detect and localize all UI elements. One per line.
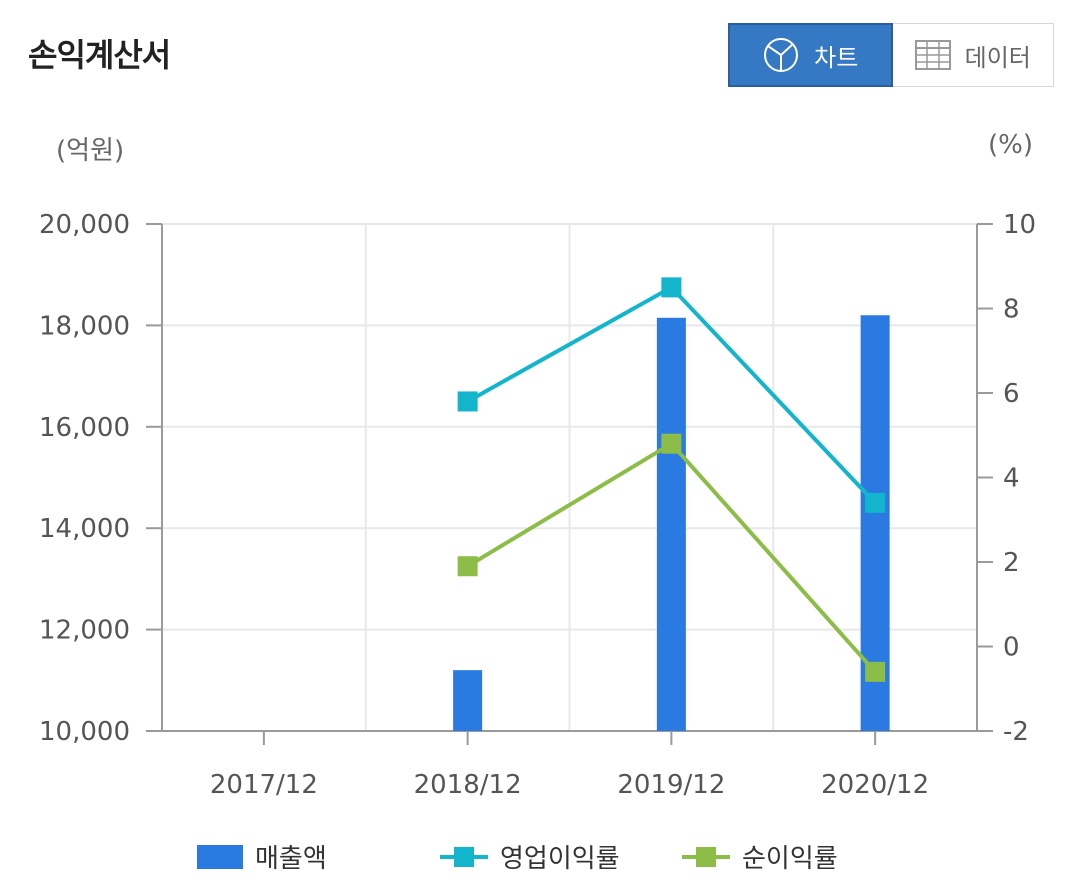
y-tick-label-left: 16,000 [39, 413, 130, 443]
x-tick-label: 2019/12 [617, 770, 725, 800]
chart-view-label: 차트 [814, 43, 859, 72]
left-axis-unit: (억원) [56, 136, 125, 166]
y-tick-label-left: 12,000 [39, 616, 130, 646]
y-tick-label-right: 2 [1003, 548, 1020, 578]
x-tick-label: 2020/12 [821, 770, 929, 800]
legend-line-swatch [440, 846, 488, 867]
view-toggle: 차트 데이터 [728, 23, 1054, 87]
y-tick-label-left: 14,000 [39, 514, 130, 544]
legend-item-net-margin[interactable]: 순이익률 [682, 838, 838, 875]
x-tick-label: 2018/12 [414, 770, 522, 800]
y-tick-label-right: 4 [1003, 464, 1020, 494]
point-net-margin [865, 661, 886, 682]
legend-label: 영업이익률 [500, 844, 620, 874]
y-tick-label-left: 18,000 [39, 311, 130, 341]
y-tick-label-right: 8 [1003, 295, 1020, 325]
y-tick-label-right: 0 [1003, 633, 1020, 663]
chart-view-button[interactable]: 차트 [728, 23, 893, 87]
legend-bar-swatch [197, 844, 243, 869]
point-net-margin [661, 433, 682, 454]
table-icon [914, 40, 951, 70]
x-tick-label: 2017/12 [210, 770, 318, 800]
y-tick-label-right: 6 [1003, 379, 1020, 409]
legend: 매출액 영업이익률 순이익률 [0, 838, 1080, 878]
y-tick-label-left: 20,000 [39, 210, 130, 240]
page-title: 손익계산서 [28, 36, 171, 74]
pie-chart-icon [762, 36, 800, 74]
y-tick-label-right: -2 [1003, 717, 1029, 747]
data-view-button[interactable]: 데이터 [892, 24, 1053, 86]
y-tick-label-left: 10,000 [39, 717, 130, 747]
point-op-margin [457, 391, 478, 412]
legend-item-op-margin[interactable]: 영업이익률 [440, 838, 620, 875]
legend-label: 매출액 [255, 844, 327, 874]
legend-label: 순이익률 [742, 844, 838, 874]
right-axis-unit: (%) [988, 130, 1033, 160]
legend-item-revenue[interactable]: 매출액 [197, 838, 327, 875]
bar-revenue [453, 670, 483, 731]
point-net-margin [457, 556, 478, 577]
point-op-margin [865, 492, 886, 513]
bar-revenue [656, 317, 686, 731]
y-tick-label-right: 10 [1003, 210, 1036, 240]
data-view-label: 데이터 [964, 43, 1031, 72]
point-op-margin [661, 277, 682, 298]
legend-line-swatch [682, 846, 730, 867]
chart-area: 10,000 12,000 14,000 16,000 18,000 20,000 -2 0 2… [39, 210, 1036, 800]
